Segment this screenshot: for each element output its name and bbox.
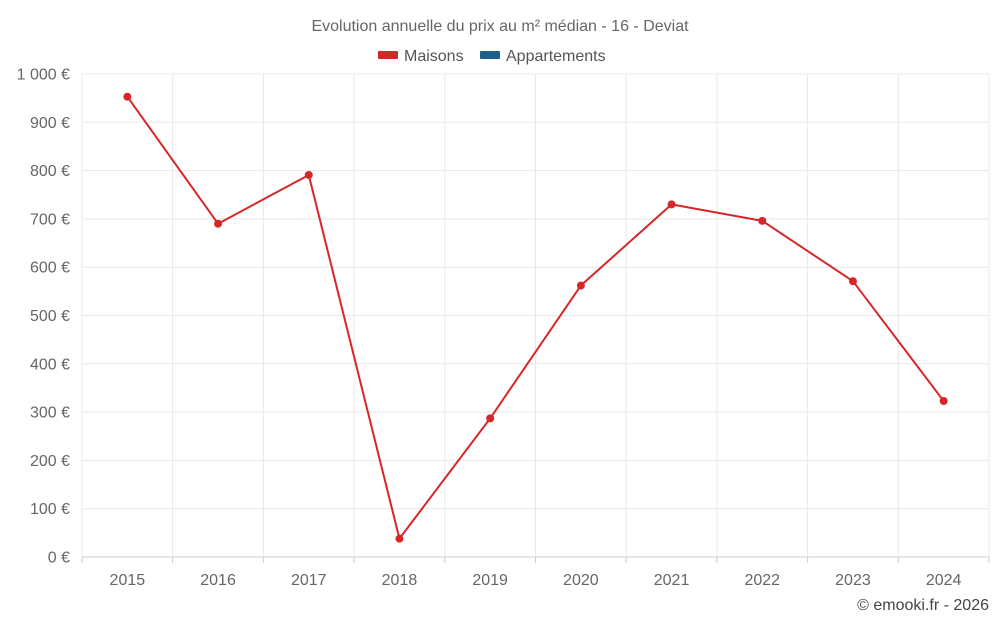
- y-tick-label: 1 000 €: [17, 67, 70, 84]
- y-tick-label: 800 €: [30, 163, 70, 180]
- legend: Maisons Appartements: [378, 48, 606, 65]
- x-tick-label: 2022: [744, 572, 780, 589]
- grid: [81, 73, 990, 563]
- y-tick-label: 700 €: [30, 211, 70, 228]
- x-tick-label: 2020: [563, 572, 599, 589]
- legend-swatch-maisons: [378, 51, 398, 59]
- x-tick-label: 2023: [835, 572, 871, 589]
- y-tick-label: 900 €: [30, 115, 70, 132]
- credit-text: © emooki.fr - 2026: [857, 597, 989, 614]
- data-point-maisons-2017[interactable]: [304, 170, 313, 179]
- legend-label-appartements: Appartements: [506, 48, 606, 65]
- y-tick-label: 300 €: [30, 405, 70, 422]
- legend-swatch-appartements: [480, 51, 500, 59]
- data-point-maisons-2020[interactable]: [576, 281, 585, 290]
- y-tick-label: 0 €: [48, 550, 70, 567]
- data-point-maisons-2019[interactable]: [486, 414, 495, 423]
- data-point-maisons-2015[interactable]: [123, 92, 132, 101]
- x-tick-label: 2017: [291, 572, 327, 589]
- chart-title: Evolution annuelle du prix au m² médian …: [311, 18, 689, 35]
- data-point-maisons-2016[interactable]: [214, 219, 223, 228]
- legend-item-appartements[interactable]: Appartements: [480, 48, 606, 65]
- x-tick-label: 2018: [382, 572, 418, 589]
- y-tick-label: 400 €: [30, 356, 70, 373]
- y-axis-labels: 0 € 100 € 200 € 300 € 400 € 500 € 600 € 700 € 80…: [17, 67, 70, 567]
- y-tick-label: 500 €: [30, 308, 70, 325]
- data-point-maisons-2023[interactable]: [848, 277, 857, 286]
- x-tick-label: 2019: [472, 572, 508, 589]
- y-tick-label: 100 €: [30, 501, 70, 518]
- data-point-maisons-2024[interactable]: [939, 396, 948, 405]
- data-point-maisons-2021[interactable]: [667, 200, 676, 209]
- x-tick-label: 2015: [110, 572, 146, 589]
- data-point-maisons-2022[interactable]: [758, 216, 767, 225]
- x-tick-label: 2021: [654, 572, 690, 589]
- x-axis-labels: 2015 2016 2017 2018 2019 2020 2021 2022 2023 2024: [110, 572, 962, 589]
- series-line-maisons: [126, 96, 945, 540]
- data-point-maisons-2018[interactable]: [395, 534, 404, 543]
- x-tick-label: 2016: [200, 572, 236, 589]
- legend-label-maisons: Maisons: [404, 48, 464, 65]
- x-tick-label: 2024: [926, 572, 962, 589]
- legend-item-maisons[interactable]: Maisons: [378, 48, 464, 65]
- y-tick-label: 200 €: [30, 453, 70, 470]
- series-layer: [123, 92, 948, 543]
- y-tick-label: 600 €: [30, 260, 70, 277]
